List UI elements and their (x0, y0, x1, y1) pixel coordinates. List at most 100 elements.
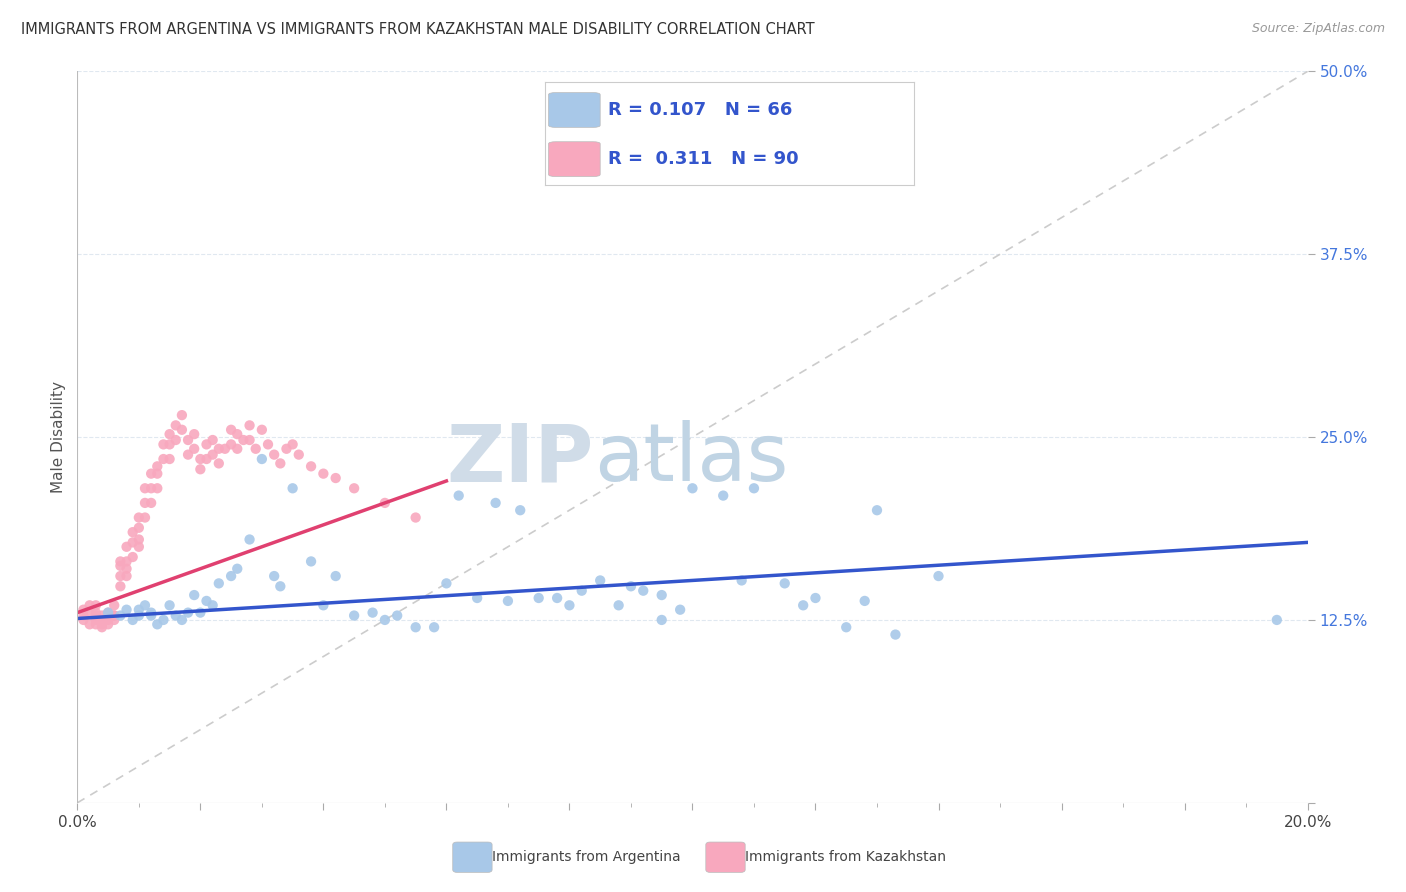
Point (208, 442, 231, 456)
Point (134, 599, 156, 613)
Point (496, 594, 519, 608)
Point (232, 433, 254, 447)
Point (558, 599, 581, 613)
Point (620, 579, 643, 593)
Point (208, 457, 231, 471)
Point (146, 459, 169, 474)
Point (257, 437, 280, 451)
Point (239, 533, 262, 547)
Point (165, 418, 187, 433)
Point (773, 576, 796, 591)
Point (299, 554, 322, 568)
Point (84, 599, 107, 613)
Point (804, 591, 827, 605)
Point (97, 606, 120, 620)
Point (226, 562, 249, 576)
Point (152, 452, 174, 467)
Point (103, 608, 125, 623)
Point (72, 613, 94, 627)
Point (183, 427, 205, 442)
Point (866, 503, 889, 517)
Point (177, 448, 200, 462)
Point (177, 606, 200, 620)
Point (128, 510, 150, 524)
Point (325, 569, 347, 583)
Point (436, 576, 458, 591)
Point (509, 503, 531, 517)
Point (90, 608, 114, 623)
Point (188, 452, 212, 467)
Point (128, 608, 150, 623)
Point (134, 481, 156, 495)
Point (165, 608, 187, 623)
Point (110, 569, 132, 583)
Point (405, 620, 427, 634)
Point (239, 433, 262, 447)
Point (90, 613, 114, 627)
Point (263, 448, 285, 462)
Point (343, 608, 366, 623)
Point (72, 603, 94, 617)
Point (385, 608, 409, 623)
Point (195, 452, 218, 467)
Point (928, 569, 950, 583)
Point (571, 583, 593, 598)
Point (299, 459, 322, 474)
Point (146, 481, 169, 495)
Point (141, 608, 163, 623)
Point (128, 540, 150, 554)
Point (159, 599, 181, 613)
Point (361, 606, 384, 620)
Point (121, 525, 143, 540)
Point (325, 471, 347, 485)
Point (79, 617, 101, 632)
Point (110, 554, 132, 568)
Point (405, 510, 427, 524)
Point (141, 606, 163, 620)
Point (669, 603, 692, 617)
Point (269, 579, 291, 593)
Point (79, 606, 101, 620)
Point (651, 613, 673, 627)
Point (134, 510, 156, 524)
Point (374, 496, 396, 510)
Point (263, 569, 285, 583)
Point (115, 562, 138, 576)
Point (219, 569, 242, 583)
Point (103, 613, 125, 627)
Point (711, 489, 734, 503)
Y-axis label: Male Disability: Male Disability (51, 381, 66, 493)
Point (146, 467, 169, 481)
Point (84, 608, 107, 623)
Point (183, 442, 205, 456)
Point (214, 442, 236, 456)
Point (183, 588, 205, 602)
Point (731, 574, 754, 588)
Point (103, 608, 125, 623)
Point (90, 617, 114, 632)
Point (79, 599, 101, 613)
Point (195, 594, 218, 608)
Point (170, 408, 193, 422)
Point (128, 521, 150, 535)
Point (165, 433, 187, 447)
Point (97, 617, 120, 632)
Point (90, 620, 114, 634)
Point (170, 423, 193, 437)
Point (239, 418, 262, 433)
Point (226, 442, 249, 456)
Point (374, 613, 396, 627)
Text: Immigrants from Argentina: Immigrants from Argentina (492, 850, 681, 864)
Point (245, 442, 267, 456)
Point (792, 599, 814, 613)
Point (103, 599, 125, 613)
Point (250, 452, 273, 467)
Text: IMMIGRANTS FROM ARGENTINA VS IMMIGRANTS FROM KAZAKHSTAN MALE DISABILITY CORRELAT: IMMIGRANTS FROM ARGENTINA VS IMMIGRANTS … (21, 22, 814, 37)
Point (115, 603, 138, 617)
Point (250, 423, 273, 437)
Point (128, 533, 150, 547)
Point (177, 433, 200, 447)
Point (110, 579, 132, 593)
Point (121, 535, 143, 549)
Point (84, 613, 107, 627)
